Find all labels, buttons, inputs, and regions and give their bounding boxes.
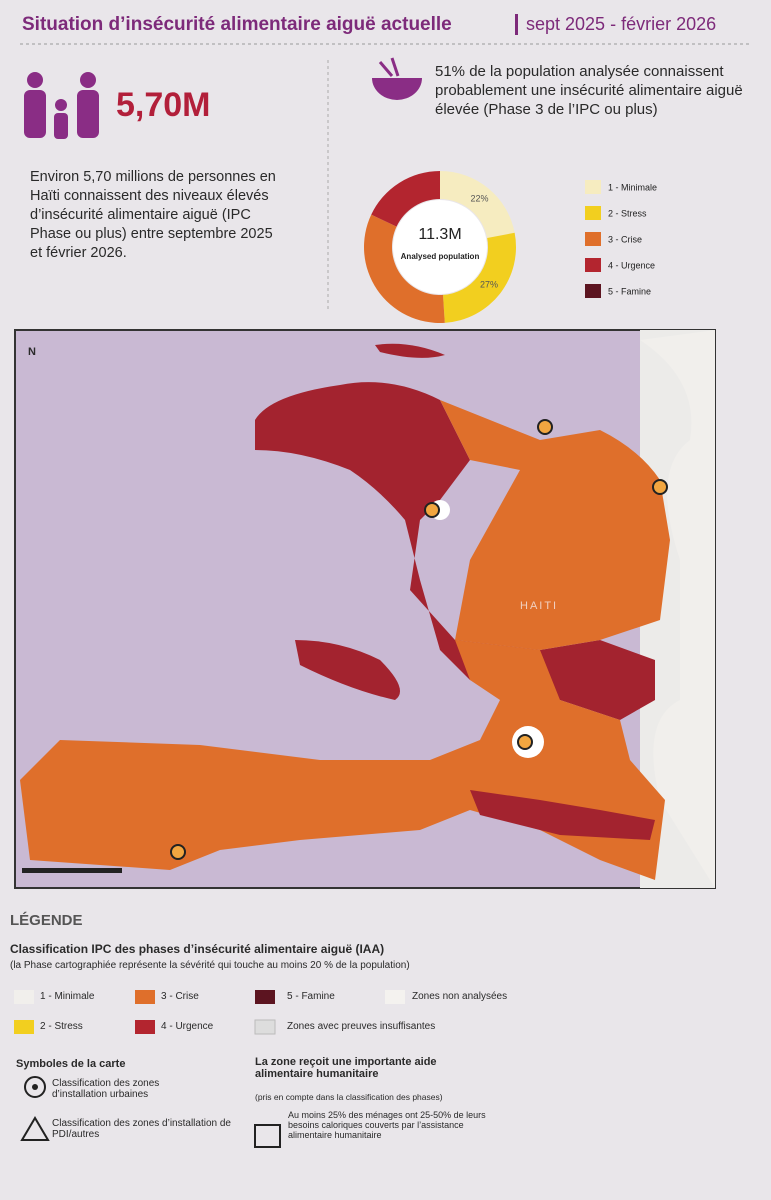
haiti-map (20, 343, 670, 880)
legend-label: 2 - Stress (608, 208, 647, 218)
people-icon (24, 72, 99, 139)
legend-label: 1 - Minimale (608, 182, 657, 192)
donut-center (393, 200, 487, 294)
donut-segment (364, 214, 445, 323)
legend-swatch (585, 284, 601, 298)
symbols-title: Symboles de la carte (16, 1058, 126, 1070)
scale-bar (22, 868, 122, 873)
center-label: Analysed population (401, 252, 480, 261)
legend-label: 3 - Crise (608, 234, 642, 244)
legend-subtitle: Classification IPC des phases d’insécuri… (10, 942, 385, 956)
legend-swatch (585, 232, 601, 246)
center-value: 11.3M (418, 226, 461, 243)
donut-segment (440, 171, 515, 239)
title: Situation d’insécurité alimentaire aiguë… (22, 14, 452, 35)
symbol-urban: Classification des zones d’installation … (52, 1078, 160, 1100)
legend-item: 2 - Stress (40, 1021, 83, 1032)
map-symbols (170, 419, 668, 860)
legend-label: 5 - Famine (608, 286, 651, 296)
donut-segment (443, 232, 516, 323)
north-arrow: N (28, 346, 36, 358)
legend-item: 1 - Minimale (40, 991, 95, 1002)
value-label: 22% (471, 194, 489, 204)
period: sept 2025 - février 2026 (515, 14, 716, 35)
legend-item: 5 - Famine (287, 991, 335, 1002)
legend-swatch (585, 206, 601, 220)
legend-swatch (585, 258, 601, 272)
legend-item: Zones avec preuves insuffisantes (287, 1021, 436, 1032)
legend-swatch (585, 180, 601, 194)
bowl-icon (372, 57, 422, 100)
donut-chart: 22% 1 - Minimale 27% 2 - Stress 3 - Crise 4 -… (364, 171, 657, 323)
analysis-note: 51% de la population analysée connaissen… (435, 63, 743, 118)
legend-title: LÉGENDE (10, 912, 83, 929)
legend-item: Zones non analysées (412, 991, 508, 1002)
dominican-republic (640, 330, 715, 888)
legend-item: 4 - Urgence (161, 1021, 214, 1032)
value-label: 27% (480, 279, 498, 289)
aid-title: La zone reçoit une importante aide alime… (255, 1056, 437, 1080)
legend-label: 4 - Urgence (608, 260, 655, 270)
legend-swatches (14, 990, 405, 1148)
aid-note: (pris en compte dans la classification d… (255, 1092, 443, 1102)
legend-note: (la Phase cartographiée représente la sé… (10, 960, 410, 971)
country-label: HAITI (520, 600, 559, 612)
symbol-idp: Classification des zones d’installation … (52, 1118, 231, 1140)
donut-segment (371, 171, 440, 227)
headline: 5,70M (116, 86, 211, 124)
aid-text: Au moins 25% des ménages ont 25-50% de l… (288, 1110, 486, 1140)
summary-text: Environ 5,70 millions de personnes en Ha… (30, 169, 276, 261)
legend-item: 3 - Crise (161, 991, 199, 1002)
